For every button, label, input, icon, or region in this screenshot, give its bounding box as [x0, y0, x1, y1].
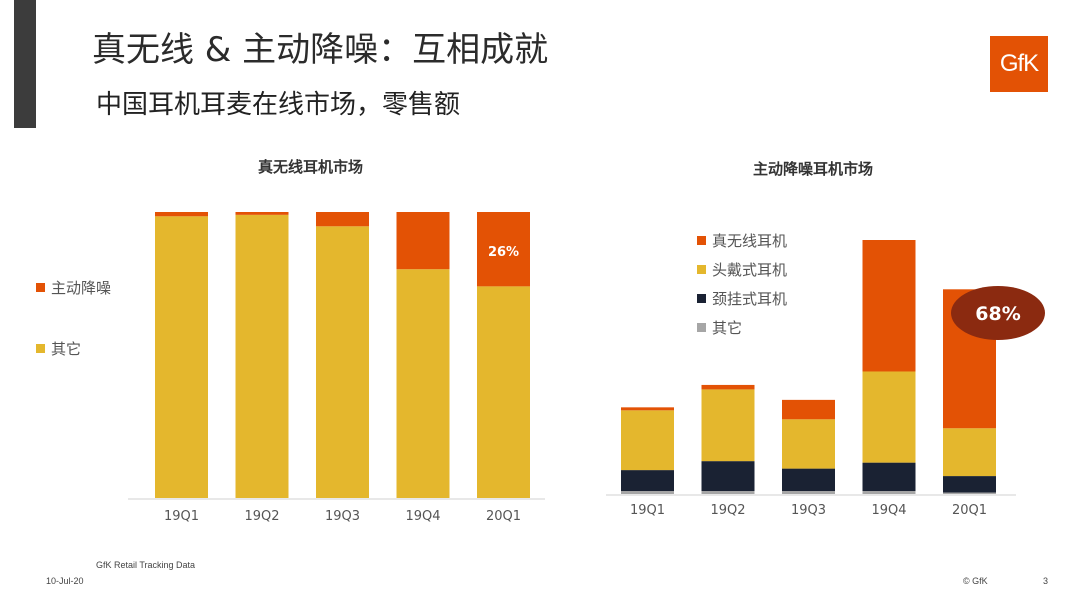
bar-c1-20Q1-s1 — [943, 476, 996, 493]
tick-label-c1-20Q1: 20Q1 — [952, 503, 987, 518]
annotation-anc-tws-share: 68% — [975, 303, 1020, 325]
chart-title-tws: 真无线耳机市场 — [258, 158, 364, 176]
bar-c0-19Q2-s1 — [235, 212, 289, 215]
bar-c1-19Q2-s1 — [701, 461, 755, 492]
bar-c0-19Q3-s0 — [316, 226, 369, 499]
bar-c1-19Q1-s3 — [621, 407, 674, 411]
bar-c0-19Q2-s0 — [235, 214, 289, 499]
bar-c1-19Q3-s2 — [782, 419, 835, 469]
bar-c1-20Q1-s2 — [943, 428, 996, 477]
bar-c1-19Q2-s0 — [701, 491, 755, 494]
bar-c0-19Q1-s0 — [155, 216, 208, 499]
gfk-logo: GfK — [990, 36, 1048, 92]
bar-c0-20Q1-s0 — [477, 286, 530, 498]
legend-swatch-other — [36, 344, 45, 353]
accent-bar — [14, 0, 36, 128]
legend-label-other2: 其它 — [712, 319, 743, 337]
page-number: 3 — [1043, 576, 1049, 586]
tick-label-c0-19Q1: 19Q1 — [164, 509, 199, 524]
bar-c1-19Q2-s2 — [701, 389, 755, 462]
tick-label-c1-19Q4: 19Q4 — [871, 503, 906, 518]
legend-item-tws: 真无线耳机 — [697, 230, 787, 251]
legend-label-anc: 主动降噪 — [51, 279, 112, 297]
bar-c1-19Q4-s3 — [862, 240, 916, 372]
legend-label-overhead: 头戴式耳机 — [712, 261, 788, 279]
legend-swatch-neckband — [697, 294, 706, 303]
tick-label-c0-19Q2: 19Q2 — [244, 509, 279, 524]
bar-c1-19Q2-s3 — [701, 384, 755, 390]
copyright-footer: © GfK — [963, 576, 988, 586]
legend-item-anc: 主动降噪 — [36, 277, 111, 298]
legend-item-overhead: 头戴式耳机 — [697, 259, 787, 280]
source-note: GfK Retail Tracking Data — [96, 560, 196, 570]
legend-label-neckband: 颈挂式耳机 — [712, 290, 788, 308]
tick-label-c0-20Q1: 20Q1 — [486, 509, 521, 524]
date-footer: 10-Jul-20 — [46, 576, 84, 586]
legend-label-other: 其它 — [51, 340, 82, 358]
legend-item-neckband: 颈挂式耳机 — [697, 288, 787, 309]
bar-c1-19Q3-s0 — [782, 491, 835, 494]
bar-c1-19Q1-s0 — [621, 491, 674, 494]
bar-c1-19Q1-s1 — [621, 470, 674, 492]
chart-title-anc: 主动降噪耳机市场 — [753, 160, 874, 178]
bar-c0-20Q1-s1 — [477, 212, 530, 287]
tick-label-c1-19Q2: 19Q2 — [710, 503, 745, 518]
page-subtitle: 中国耳机耳麦在线市场，零售额 — [96, 90, 461, 120]
bar-c0-19Q4-s0 — [396, 269, 450, 498]
legend-swatch-overhead — [697, 265, 706, 274]
bar-c0-19Q4-s1 — [396, 212, 450, 270]
annotation-tws-anc-share: 26% — [488, 245, 519, 260]
bar-c1-19Q3-s3 — [782, 399, 835, 420]
legend-swatch-anc — [36, 283, 45, 292]
bar-c1-19Q1-s2 — [621, 410, 674, 471]
legend-item-other2: 其它 — [697, 317, 742, 338]
legend-swatch-other2 — [697, 323, 706, 332]
legend-item-other: 其它 — [36, 338, 81, 359]
bar-c1-19Q4-s2 — [862, 371, 916, 463]
bar-c1-19Q4-s1 — [862, 462, 916, 492]
bar-c0-19Q3-s1 — [316, 212, 369, 227]
tick-label-c0-19Q3: 19Q3 — [325, 509, 360, 524]
bar-c1-20Q1-s0 — [943, 492, 996, 494]
callout-bubble — [951, 286, 1045, 340]
legend-swatch-tws — [697, 236, 706, 245]
bar-c1-19Q3-s1 — [782, 468, 835, 492]
bar-c0-19Q1-s1 — [155, 212, 208, 217]
page-title: 真无线 & 主动降噪：互相成就 — [92, 30, 549, 70]
legend-label-tws: 真无线耳机 — [712, 232, 788, 250]
tick-label-c0-19Q4: 19Q4 — [405, 509, 440, 524]
tick-label-c1-19Q1: 19Q1 — [630, 503, 665, 518]
tick-label-c1-19Q3: 19Q3 — [791, 503, 826, 518]
bar-c1-19Q4-s0 — [862, 491, 916, 494]
